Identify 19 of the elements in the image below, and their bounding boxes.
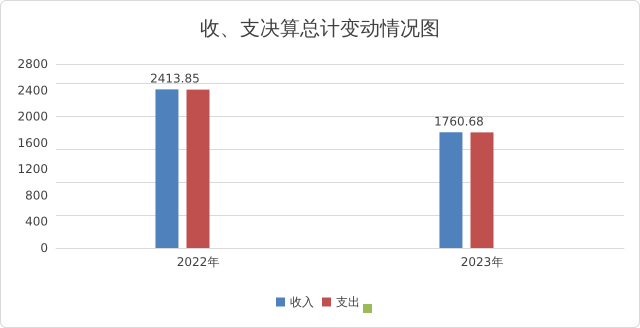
y-tick-label: 400 [25,214,48,229]
bar [470,132,494,248]
bar [155,89,178,248]
legend-label: 支出 [336,295,360,309]
data-label: 2413.85 [150,71,200,86]
x-tick-label: 2023年 [460,255,504,269]
chart-title: 收、支决算总计变动情况图 [200,16,440,40]
y-tick-label: 0 [40,241,48,255]
x-tick-label: 2022年 [176,255,220,269]
y-tick-label: 1200 [17,162,48,176]
y-tick-label: 2000 [17,110,48,124]
data-label: 1760.68 [434,114,484,128]
legend-label: 收入 [290,295,314,309]
y-tick-label: 2400 [17,83,48,98]
y-tick-label: 1600 [17,136,48,150]
y-tick-label: 2800 [17,57,48,71]
bar [186,90,210,248]
bar [439,132,462,248]
y-tick-label: 800 [25,188,48,202]
